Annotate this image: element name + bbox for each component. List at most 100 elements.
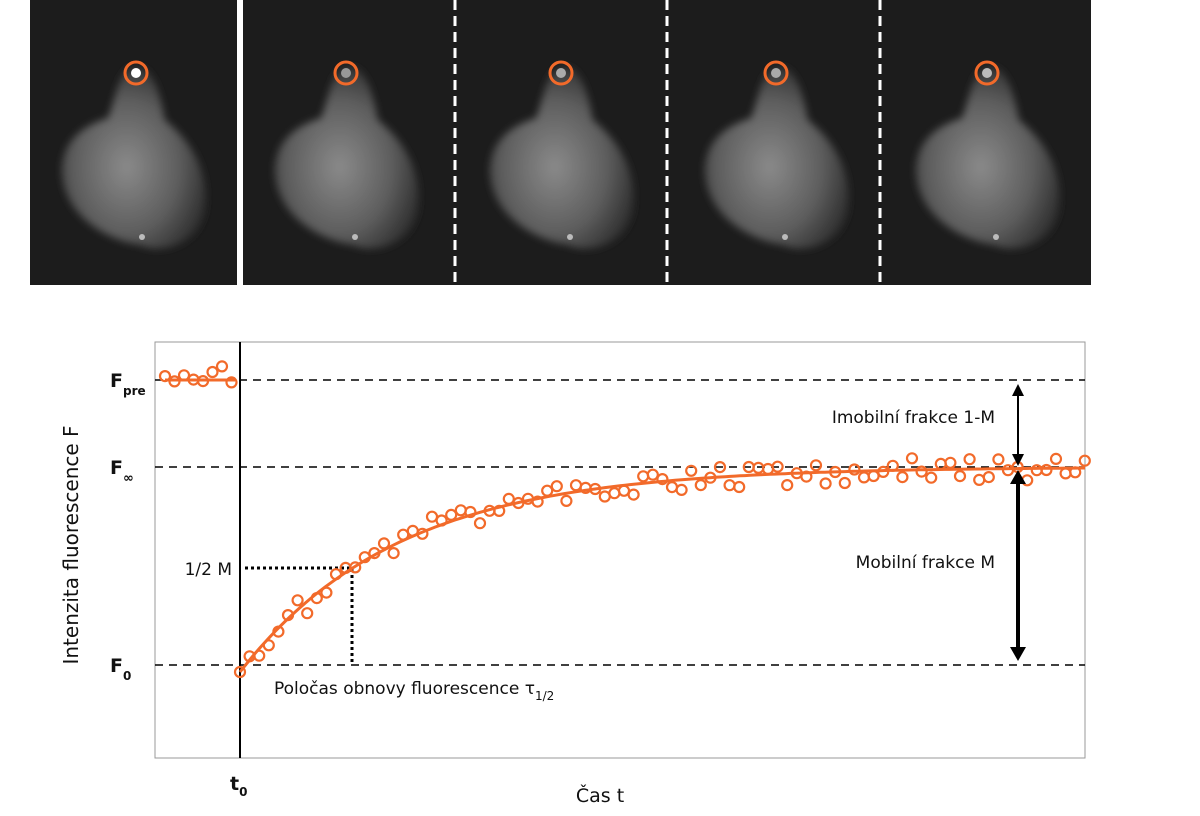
data-point bbox=[550, 480, 563, 493]
data-point bbox=[819, 477, 832, 490]
data-point bbox=[560, 494, 573, 507]
data-point bbox=[435, 514, 448, 527]
data-point bbox=[1001, 464, 1015, 477]
data-point bbox=[723, 479, 736, 492]
data-point bbox=[809, 459, 823, 472]
data-point bbox=[541, 484, 554, 497]
data-point bbox=[752, 461, 765, 474]
data-point bbox=[377, 537, 391, 550]
data-point bbox=[973, 473, 986, 486]
data-point bbox=[886, 459, 899, 472]
data-point bbox=[829, 465, 842, 479]
data-point bbox=[502, 492, 515, 505]
mobile-label: Mobilní frakce M bbox=[856, 553, 995, 573]
data-point bbox=[925, 471, 938, 484]
data-point bbox=[608, 487, 621, 500]
data-point bbox=[531, 495, 544, 508]
data-point bbox=[569, 479, 583, 492]
data-point bbox=[425, 510, 439, 523]
data-point bbox=[646, 468, 659, 481]
data-point bbox=[358, 551, 371, 564]
data-point bbox=[473, 517, 487, 530]
data-point bbox=[1069, 466, 1082, 479]
data-point bbox=[694, 479, 707, 492]
data-point bbox=[781, 479, 794, 492]
data-point bbox=[867, 469, 880, 483]
data-point bbox=[675, 483, 688, 496]
data-point bbox=[215, 360, 229, 373]
data-point bbox=[233, 665, 247, 679]
f-pre-sub: pre bbox=[123, 384, 146, 398]
half-time-text: Poločas obnovy fluorescence τ bbox=[274, 679, 535, 699]
data-point bbox=[158, 370, 172, 383]
half-time-label: Poločas obnovy fluorescence τ1/2 bbox=[274, 679, 554, 703]
f-0-label: F0 bbox=[110, 655, 131, 683]
data-point bbox=[387, 546, 400, 560]
data-point bbox=[963, 453, 976, 466]
data-point bbox=[445, 508, 458, 522]
data-point bbox=[857, 471, 871, 484]
data-point bbox=[253, 649, 266, 662]
data-point bbox=[320, 586, 333, 599]
data-point bbox=[838, 476, 851, 490]
data-point bbox=[406, 524, 419, 538]
data-point bbox=[665, 481, 679, 494]
data-point bbox=[617, 484, 631, 497]
data-point bbox=[896, 471, 909, 484]
t-0-label: t0 bbox=[230, 773, 247, 799]
data-point bbox=[704, 471, 717, 484]
fraction-arrows bbox=[1010, 384, 1026, 661]
level-lines bbox=[155, 379, 1085, 666]
data-point bbox=[272, 625, 285, 638]
f-pre-label: Fpre bbox=[110, 370, 146, 398]
data-point bbox=[1078, 454, 1091, 467]
image-strip bbox=[30, 0, 1091, 285]
data-point bbox=[1049, 452, 1063, 465]
plot: Imobilní frakce 1-M Mobilní frakce M 1/2… bbox=[59, 341, 1091, 807]
data-point bbox=[493, 504, 506, 517]
data-point bbox=[196, 375, 210, 388]
data-point bbox=[368, 546, 381, 560]
data-point bbox=[329, 568, 343, 581]
plot-frame bbox=[154, 341, 1086, 759]
data-point bbox=[982, 471, 995, 484]
f-pre-main: F bbox=[110, 370, 123, 392]
f-0-sub: 0 bbox=[123, 669, 131, 683]
data-point bbox=[598, 490, 611, 503]
data-point bbox=[349, 561, 362, 574]
data-point bbox=[627, 488, 640, 501]
t-0-main: t bbox=[230, 773, 239, 795]
data-point bbox=[1030, 464, 1043, 477]
data-point bbox=[992, 453, 1005, 466]
data-point bbox=[685, 464, 698, 477]
data-point bbox=[512, 496, 525, 510]
data-point bbox=[464, 505, 477, 519]
data-point bbox=[397, 528, 410, 541]
data-point bbox=[310, 591, 323, 605]
data-point bbox=[915, 465, 928, 478]
data-point bbox=[589, 482, 602, 496]
data-point bbox=[905, 452, 919, 465]
data-point bbox=[1059, 467, 1072, 480]
data-point bbox=[1040, 463, 1053, 477]
f-inf-label: F∞ bbox=[110, 457, 134, 486]
f-inf-main: F bbox=[110, 457, 123, 479]
f-inf-sub: ∞ bbox=[123, 471, 134, 486]
bleach-spot bbox=[131, 68, 992, 78]
data-point bbox=[713, 461, 727, 474]
data-point bbox=[416, 527, 429, 540]
immobile-label: Imobilní frakce 1-M bbox=[832, 408, 995, 428]
y-axis-label: Intenzita fluorescence F bbox=[59, 425, 83, 664]
half-time-sub: 1/2 bbox=[535, 689, 554, 703]
data-point bbox=[848, 463, 861, 476]
data-point bbox=[301, 607, 314, 620]
data-point bbox=[733, 480, 746, 494]
t-0-sub: 0 bbox=[239, 785, 247, 799]
data-point bbox=[262, 639, 275, 652]
data-point bbox=[761, 462, 775, 476]
data-point bbox=[944, 456, 957, 469]
data-point bbox=[454, 504, 467, 517]
data-point bbox=[281, 608, 295, 622]
